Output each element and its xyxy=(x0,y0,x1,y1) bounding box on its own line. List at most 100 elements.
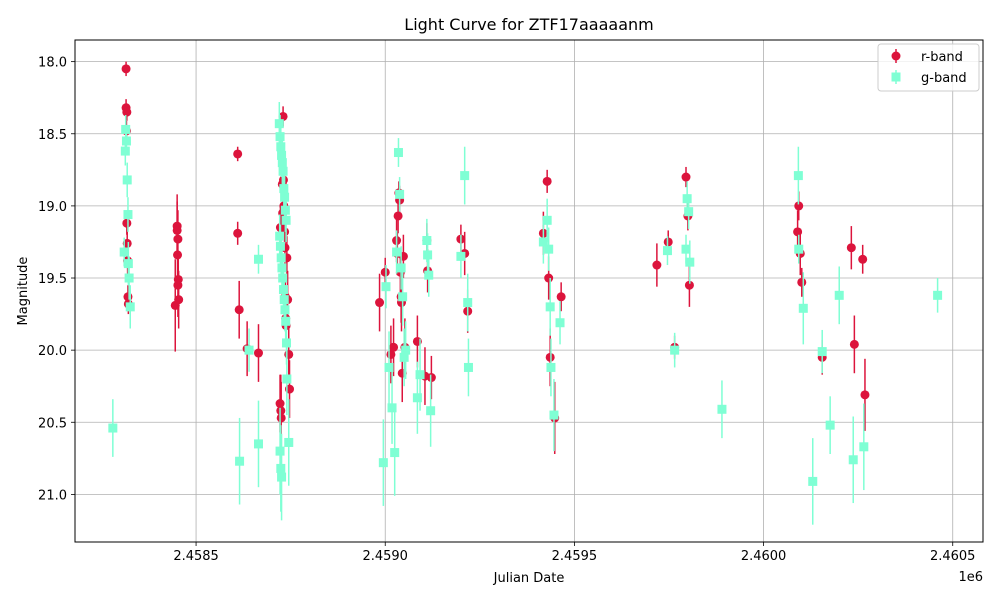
g-band-point xyxy=(279,295,289,305)
g-band-point xyxy=(793,171,803,181)
g-band-point xyxy=(121,136,131,146)
g-band-point xyxy=(275,446,285,456)
g-band-point xyxy=(278,273,288,283)
y-tick-label: 20.5 xyxy=(38,416,67,431)
r-band-point xyxy=(426,373,436,383)
legend-markers xyxy=(891,49,901,84)
g-band-point xyxy=(124,273,134,283)
r-band-point xyxy=(556,292,566,302)
g-band-point xyxy=(387,403,397,413)
r-band-point xyxy=(545,352,555,362)
r-band-point xyxy=(233,149,243,159)
g-band-point xyxy=(398,292,408,302)
g-band-point xyxy=(538,237,548,247)
g-band-point xyxy=(281,215,291,225)
r-band-point xyxy=(849,339,859,349)
g-band-point xyxy=(384,362,394,372)
g-band-point xyxy=(108,423,118,433)
g-band-point xyxy=(544,244,554,254)
y-tick-label: 19.0 xyxy=(38,200,67,215)
x-tick-label: 2.4600 xyxy=(741,549,787,564)
x-tick-label: 2.4590 xyxy=(362,549,408,564)
g-band-point xyxy=(545,302,555,312)
r-band-point xyxy=(122,107,132,117)
g-band-point xyxy=(798,303,808,313)
g-band-point xyxy=(279,184,289,194)
r-band-point xyxy=(375,298,385,308)
g-band-point xyxy=(549,410,559,420)
g-band-point xyxy=(415,370,425,380)
g-band-point xyxy=(794,244,804,254)
legend-label-g-band: g-band xyxy=(921,71,967,86)
g-band-point xyxy=(859,442,869,452)
legend-label-r-band: r-band xyxy=(921,50,963,65)
g-band-point xyxy=(817,347,827,357)
chart-title: Light Curve for ZTF17aaaaanm xyxy=(404,15,653,34)
plot-frame xyxy=(74,39,984,543)
g-band-point xyxy=(121,124,131,134)
r-band-point xyxy=(122,238,132,248)
y-tick-label: 20.0 xyxy=(38,344,67,359)
legend-marker-r-band xyxy=(891,51,901,61)
g-band-point xyxy=(555,318,565,328)
legend: r-band g-band xyxy=(877,43,980,92)
g-band-point xyxy=(281,316,291,326)
g-band-point xyxy=(275,241,285,251)
x-tick-label: 2.4585 xyxy=(173,549,219,564)
g-band-point xyxy=(381,282,391,292)
r-band-point xyxy=(284,349,294,359)
x-axis-label: Julian Date xyxy=(493,571,565,586)
r-band-point xyxy=(173,234,183,244)
g-band-point xyxy=(396,263,406,273)
g-band-point xyxy=(460,171,470,181)
g-band-point xyxy=(682,194,692,204)
g-band-point xyxy=(277,150,287,160)
r-band-point xyxy=(393,211,403,221)
r-band-point xyxy=(276,413,286,423)
legend-marker-g-band xyxy=(891,72,901,82)
g-band-point xyxy=(399,352,409,362)
g-band-point xyxy=(825,420,835,430)
r-band-point xyxy=(544,273,554,283)
g-band-point xyxy=(463,362,473,372)
g-band-point xyxy=(412,393,422,403)
r-band-point xyxy=(846,243,856,253)
data-layer xyxy=(108,61,943,525)
g-band-point xyxy=(274,119,284,129)
x-tick-label: 2.4605 xyxy=(930,549,976,564)
legend-box xyxy=(877,43,980,92)
grid xyxy=(75,40,983,542)
g-band-point xyxy=(277,472,287,482)
r-band-point xyxy=(794,201,804,211)
r-band-point xyxy=(380,267,390,277)
r-band-point xyxy=(234,305,244,315)
g-band-point xyxy=(276,463,286,473)
g-band-point xyxy=(378,458,388,468)
g-band-point xyxy=(848,455,858,465)
g-band-point xyxy=(456,251,466,261)
g-band-point xyxy=(670,345,680,355)
r-band-point xyxy=(253,348,263,358)
ticks: 2.4585 2.4590 2.4595 2.4600 2.4605 18.0 18.5 19… xyxy=(38,56,975,564)
g-band-point xyxy=(123,210,133,220)
x-tick-label: 2.4595 xyxy=(552,549,598,564)
g-band-point xyxy=(423,250,433,260)
g-band-point xyxy=(278,166,288,176)
g-band-point xyxy=(277,263,287,273)
r-band-point xyxy=(652,260,662,270)
y-axis-label: Magnitude xyxy=(16,257,31,326)
g-band-point xyxy=(681,244,691,254)
g-band-point xyxy=(463,298,473,308)
g-band-point xyxy=(395,189,405,199)
r-band-point xyxy=(858,254,868,264)
r-band-point xyxy=(389,342,399,352)
g-band-point xyxy=(278,285,288,295)
g-band-point xyxy=(933,290,943,300)
y-tick-label: 19.5 xyxy=(38,272,67,287)
r-band-point xyxy=(663,237,673,247)
g-band-point xyxy=(834,290,844,300)
g-band-point xyxy=(282,374,292,384)
r-band-point xyxy=(542,176,552,186)
g-band-point xyxy=(685,257,695,267)
